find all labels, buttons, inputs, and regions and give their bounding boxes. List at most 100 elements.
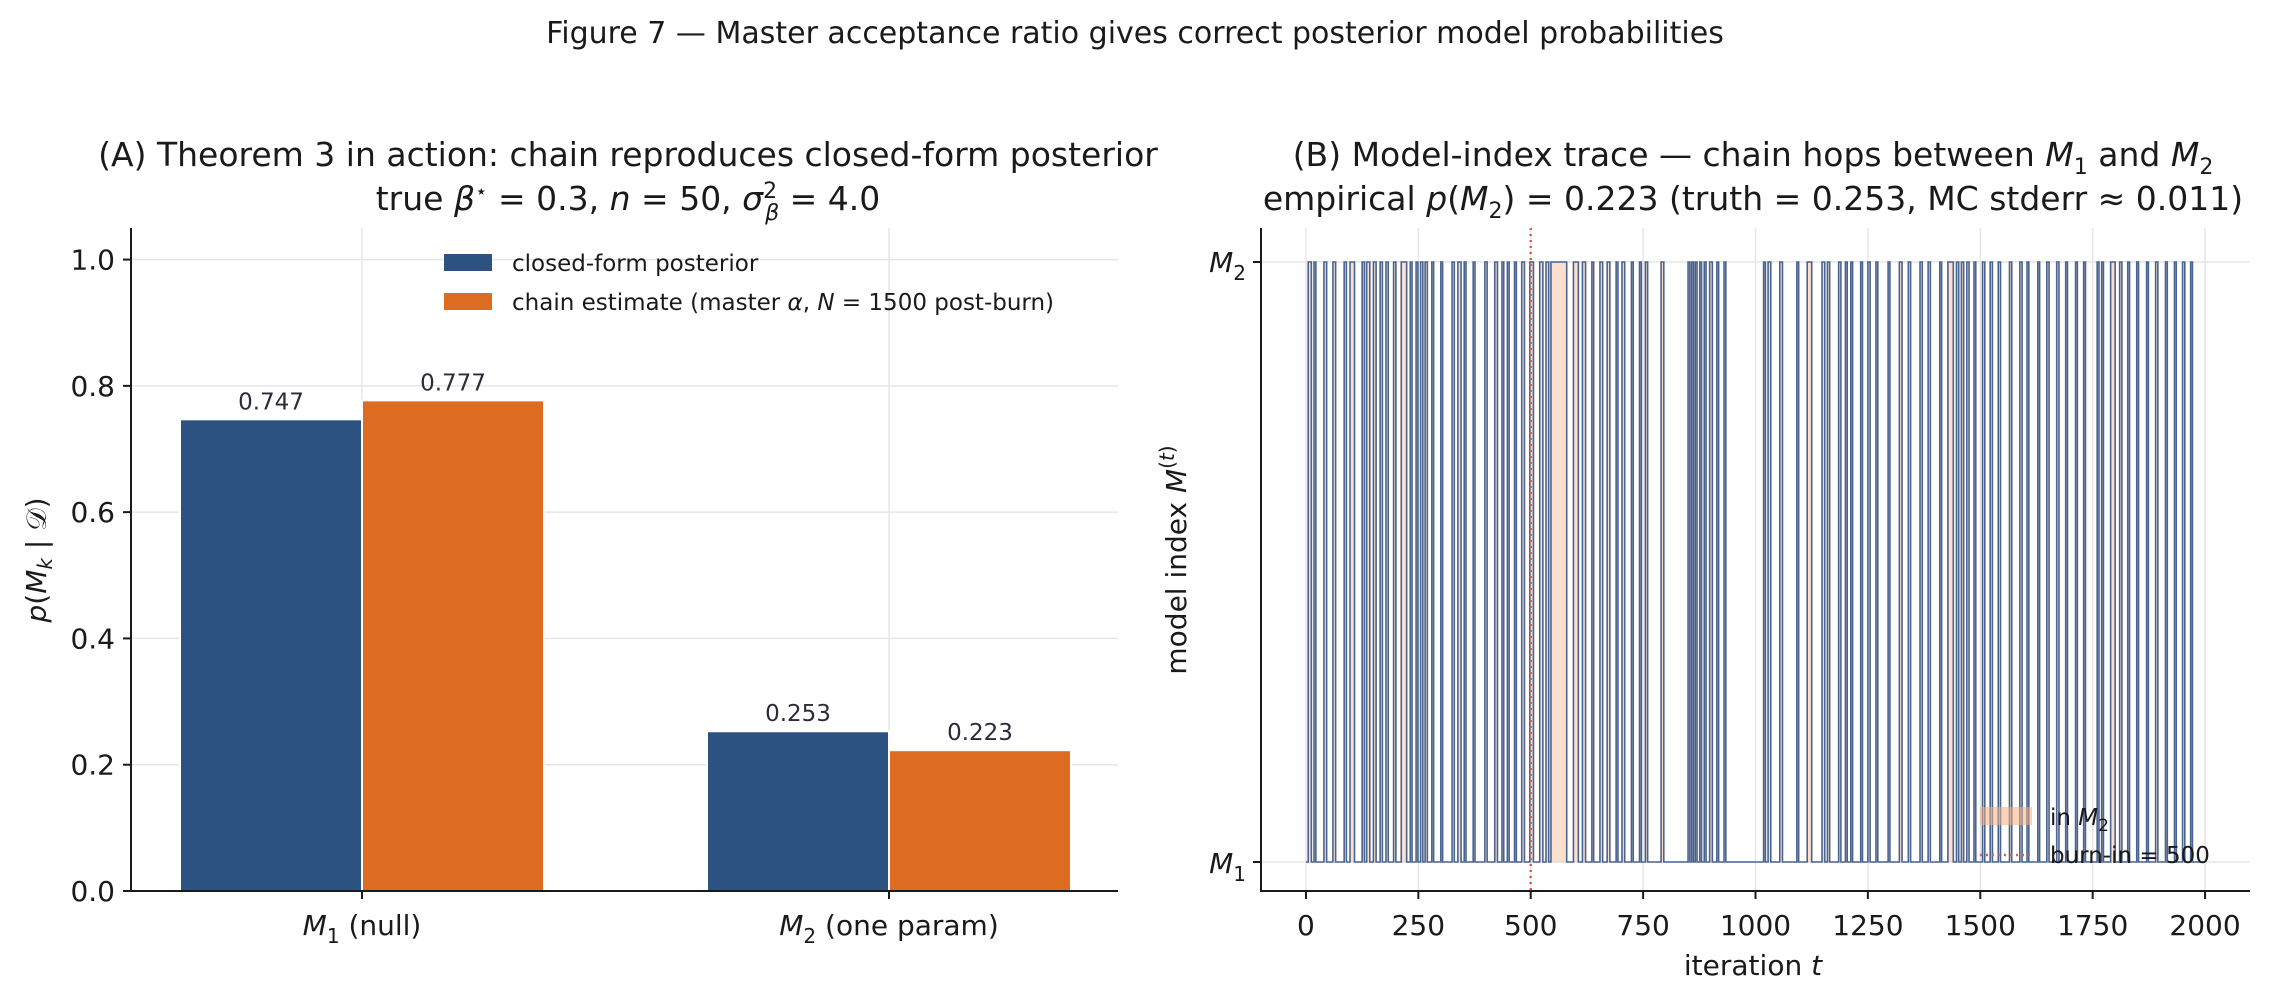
in-m2-span: [1990, 262, 1993, 862]
in-m2-span: [1724, 262, 1726, 862]
panel-a-title-line1: (A) Theorem 3 in action: chain reproduce…: [98, 135, 1158, 174]
in-m2-span: [1410, 262, 1413, 862]
in-m2-span: [1385, 262, 1389, 862]
in-m2-span: [1380, 262, 1383, 862]
panel-a-y-tick-label: 0.4: [70, 622, 115, 655]
in-m2-span: [1779, 262, 1783, 862]
in-m2-span: [1529, 262, 1534, 862]
in-m2-span: [1582, 262, 1586, 862]
in-m2-span: [1699, 262, 1702, 862]
panel-b-x-tick-label: 250: [1392, 909, 1445, 942]
in-m2-span: [2155, 262, 2158, 862]
in-m2-span: [1768, 262, 1771, 862]
in-m2-span: [1966, 262, 1970, 862]
in-m2-span: [1366, 262, 1370, 862]
in-m2-span: [1373, 262, 1377, 862]
in-m2-span: [1661, 262, 1664, 862]
in-m2-span: [1323, 262, 1327, 862]
in-m2-span: [1393, 262, 1396, 862]
figure-title: Figure 7 — Master acceptance ratio gives…: [546, 16, 1724, 51]
in-m2-span: [1332, 262, 1336, 862]
in-m2-span: [1867, 262, 1871, 862]
panel-a-category-label-2: M2 (one param): [779, 909, 999, 948]
in-m2-span: [1838, 262, 1841, 862]
in-m2-span: [1440, 262, 1443, 862]
panel-a-bar-chart: (A) Theorem 3 in action: chain reproduce…: [20, 135, 1158, 948]
in-m2-span: [2019, 262, 2023, 862]
in-m2-span: [2136, 262, 2139, 862]
panel-a-title-line2: true β⋆ = 0.3, n = 50, σ2 β = 4.0: [376, 179, 881, 226]
in-m2-span: [2119, 262, 2122, 862]
in-m2-span: [1514, 262, 1517, 862]
legend-swatch-chain-estimate: [444, 293, 492, 310]
panel-a-legend: closed-form posterior chain estimate (ma…: [444, 251, 1054, 316]
in-m2-span: [2101, 262, 2104, 862]
panel-b-x-tick-label: 2000: [2169, 909, 2240, 942]
in-m2-span: [2075, 262, 2078, 862]
panel-b-x-tick-label: 1250: [1832, 909, 1903, 942]
panel-a-y-tick-label: 0.0: [70, 875, 115, 908]
panel-a-category-label-1: M1 (null): [303, 909, 422, 948]
panel-b-trace-chart: (B) Model-index trace — chain hops betwe…: [1155, 135, 2250, 982]
legend-label-chain-estimate: chain estimate (master α, N = 1500 post-…: [512, 290, 1054, 316]
in-m2-span: [1546, 262, 1549, 862]
in-m2-span: [1484, 262, 1488, 862]
in-m2-span: [1550, 262, 1567, 862]
in-m2-span: [2056, 262, 2059, 862]
in-m2-span: [1599, 262, 1603, 862]
in-m2-span: [1920, 262, 1923, 862]
in-m2-span: [1591, 262, 1594, 862]
panel-b-x-tick-label: 750: [1616, 909, 1669, 942]
in-m2-span: [1425, 262, 1428, 862]
in-m2-span: [1845, 262, 1848, 862]
model-index-trace-line: [1305, 261, 2206, 863]
in-m2-span: [1457, 262, 1462, 862]
in-m2-span: [1573, 262, 1579, 862]
panel-b-x-tick-label: 1000: [1720, 909, 1791, 942]
in-m2-span: [1928, 262, 1931, 862]
legend-label-in-m2: in M2: [2050, 805, 2109, 836]
panel-a-y-axis-label: p(Mk | 𝒟): [20, 498, 57, 624]
in-m2-span: [1452, 262, 1455, 862]
bar-closed-form-2: [706, 730, 890, 893]
in-m2-span: [1494, 262, 1498, 862]
in-m2-span: [1899, 262, 1903, 862]
in-m2-span: [1961, 262, 1964, 862]
in-m2-span: [1982, 262, 1985, 862]
in-m2-span: [1464, 262, 1466, 862]
in-m2-span: [2190, 262, 2193, 862]
in-m2-span: [2097, 262, 2099, 862]
in-m2-span: [1807, 262, 1812, 862]
in-m2-span: [1616, 262, 1618, 862]
in-m2-span: [1521, 262, 1525, 862]
bar-closed-form-1: [179, 418, 363, 892]
in-m2-span: [1947, 262, 1954, 862]
in-m2-span: [2165, 262, 2168, 862]
in-m2-span: [1314, 262, 1316, 862]
legend-swatch-closed-form: [444, 254, 492, 271]
legend-label-closed-form: closed-form posterior: [512, 251, 759, 277]
in-m2-span: [1639, 262, 1642, 862]
in-m2-span: [2146, 262, 2149, 862]
in-m2-span: [2083, 262, 2086, 862]
in-m2-span: [1875, 262, 1878, 862]
in-m2-span: [1501, 262, 1504, 862]
panel-a-y-tick-label: 0.8: [70, 370, 115, 403]
bar-chain-1: [361, 399, 545, 892]
panel-b-x-axis-label: iteration t: [1684, 949, 1823, 982]
in-m2-span: [2009, 262, 2012, 862]
in-m2-span: [1688, 262, 1690, 862]
in-m2-span: [2027, 262, 2029, 862]
bar-value-label: 0.223: [947, 720, 1013, 746]
panel-a-y-tick-label: 0.6: [70, 496, 115, 529]
legend-swatch-in-m2: [1980, 807, 2032, 825]
panel-a-y-tick-label: 0.2: [70, 749, 115, 782]
in-m2-span: [1621, 262, 1625, 862]
in-m2-span: [1956, 262, 1959, 862]
in-m2-span: [2037, 262, 2040, 862]
in-m2-span: [1695, 262, 1698, 862]
in-m2-span: [1607, 262, 1610, 862]
in-m2-span: [1401, 262, 1407, 862]
bar-value-label: 0.253: [765, 701, 831, 727]
